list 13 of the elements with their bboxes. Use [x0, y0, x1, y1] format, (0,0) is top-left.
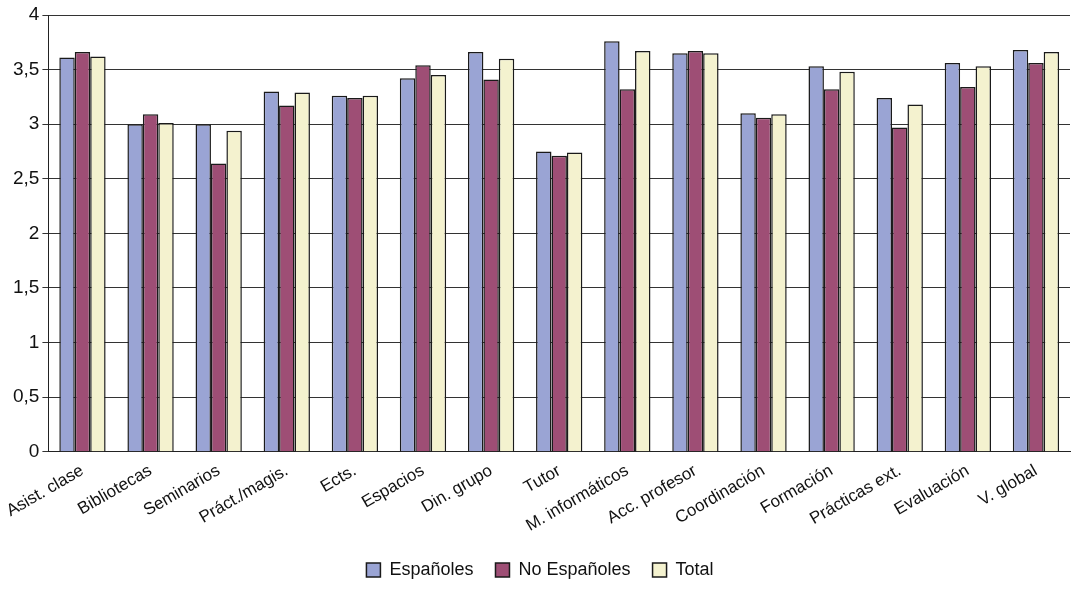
y-tick-label: 2,5	[12, 167, 40, 188]
legend-label: Total	[675, 558, 714, 579]
y-tick-label: 3,5	[12, 57, 40, 79]
y-tick-label: 1	[28, 330, 40, 352]
y-tick-label: 0,5	[12, 385, 40, 407]
x-tick-label: Ects.	[317, 460, 360, 496]
y-tick-label: 2	[28, 221, 40, 243]
legend-label: No Españoles	[518, 558, 631, 579]
legend-label: Españoles	[389, 558, 474, 579]
y-tick-label: 1,5	[12, 276, 40, 298]
y-tick-label: 0	[28, 439, 40, 461]
y-tick-label: 3	[28, 112, 40, 134]
y-tick-label: 4	[28, 3, 40, 25]
